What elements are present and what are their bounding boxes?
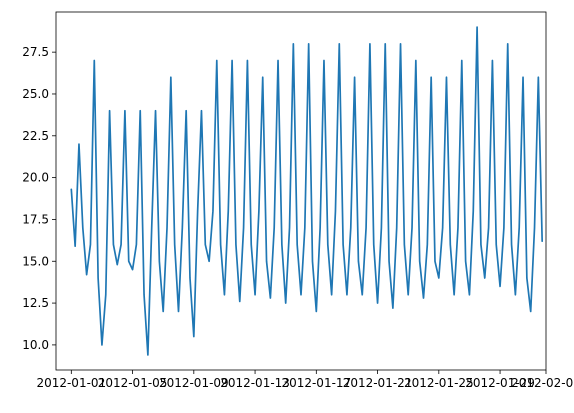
y-tick-label: 10.0: [22, 338, 49, 352]
y-tick-label: 27.5: [22, 45, 49, 59]
x-tick-label: 2012-01-05: [98, 376, 168, 390]
x-tick-label: 2012-01-17: [281, 376, 351, 390]
y-tick-label: 20.0: [22, 171, 49, 185]
y-tick-label: 17.5: [22, 212, 49, 226]
x-tick-label: 2012-01-01: [36, 376, 106, 390]
series-layer: [70, 26, 544, 356]
y-tick-label: 15.0: [22, 254, 49, 268]
x-tick-label: 2012-01-21: [343, 376, 413, 390]
plot-frame: [55, 11, 547, 371]
y-tick-label: 12.5: [22, 296, 49, 310]
x-tick-label: 2012-02-01: [511, 376, 574, 390]
x-tick-label: 2012-01-25: [404, 376, 474, 390]
x-tick-label: 2012-01-09: [159, 376, 229, 390]
y-tick-label: 22.5: [22, 129, 49, 143]
x-tick-label: 2012-01-29: [465, 376, 535, 390]
x-axis: 2012-01-012012-01-052012-01-092012-01-13…: [36, 370, 574, 390]
x-tick-label: 2012-01-13: [220, 376, 290, 390]
y-tick-label: 25.0: [22, 87, 49, 101]
y-axis: 10.0 12.5 15.0 17.5 20.0 22.5 25.0 27.5: [22, 45, 56, 352]
series-line-0: [70, 26, 544, 356]
